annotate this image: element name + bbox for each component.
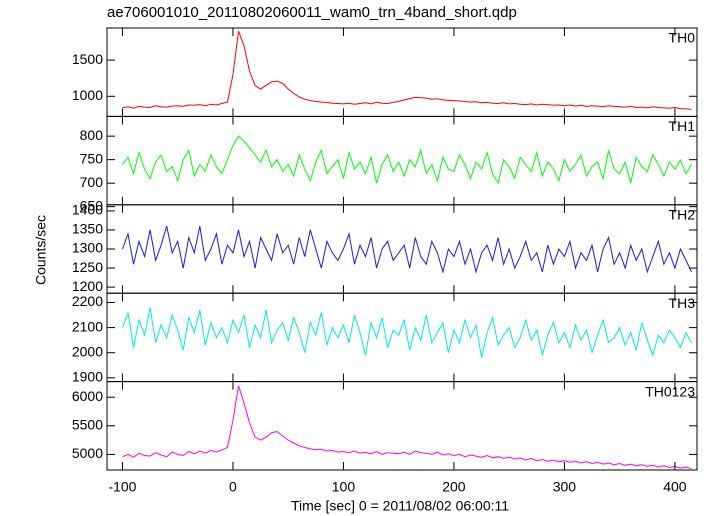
y-tick-label: 1250 <box>72 259 103 275</box>
x-tick-label: 400 <box>663 479 687 495</box>
y-tick-label: 1200 <box>72 278 103 294</box>
light-curve <box>122 135 692 185</box>
y-tick-label: 5500 <box>72 417 103 433</box>
x-tick-label: 100 <box>332 479 356 495</box>
y-tick-label: 650 <box>80 197 104 213</box>
y-tick-label: 5000 <box>72 445 103 461</box>
panel-label: TH0 <box>669 30 696 46</box>
light-curve <box>122 307 692 358</box>
y-tick-label: 1500 <box>72 51 103 67</box>
y-tick-label: 1900 <box>72 369 103 385</box>
light-curve <box>122 385 692 470</box>
x-tick-label: -100 <box>108 479 136 495</box>
y-tick-label: 2000 <box>72 343 103 359</box>
chart-title: ae706001010_20110802060011_wam0_trn_4ban… <box>107 4 517 21</box>
y-tick-label: 700 <box>80 174 104 190</box>
y-tick-label: 1350 <box>72 221 103 237</box>
light-curve <box>122 225 692 274</box>
x-tick-label: 300 <box>553 479 577 495</box>
light-curve <box>122 31 692 110</box>
y-tick-label: 1300 <box>72 240 103 256</box>
y-tick-label: 6000 <box>72 388 103 404</box>
x-tick-label: 200 <box>442 479 466 495</box>
y-tick-label: 1400 <box>72 202 103 218</box>
panel-label: TH0123 <box>645 383 695 399</box>
panel-label: TH3 <box>669 295 696 311</box>
y-tick-label: 1000 <box>72 87 103 103</box>
x-axis-label: Time [sec] 0 = 2011/08/02 06:00:11 <box>291 498 509 514</box>
y-axis-label: Counts/sec <box>33 215 49 285</box>
y-tick-label: 800 <box>80 127 104 143</box>
y-tick-label: 750 <box>80 150 104 166</box>
x-tick-label: 0 <box>229 479 237 495</box>
y-tick-label: 2100 <box>72 318 103 334</box>
panel-label: TH1 <box>669 118 696 134</box>
panel-label: TH2 <box>669 207 696 223</box>
y-tick-label: 2200 <box>72 293 103 309</box>
